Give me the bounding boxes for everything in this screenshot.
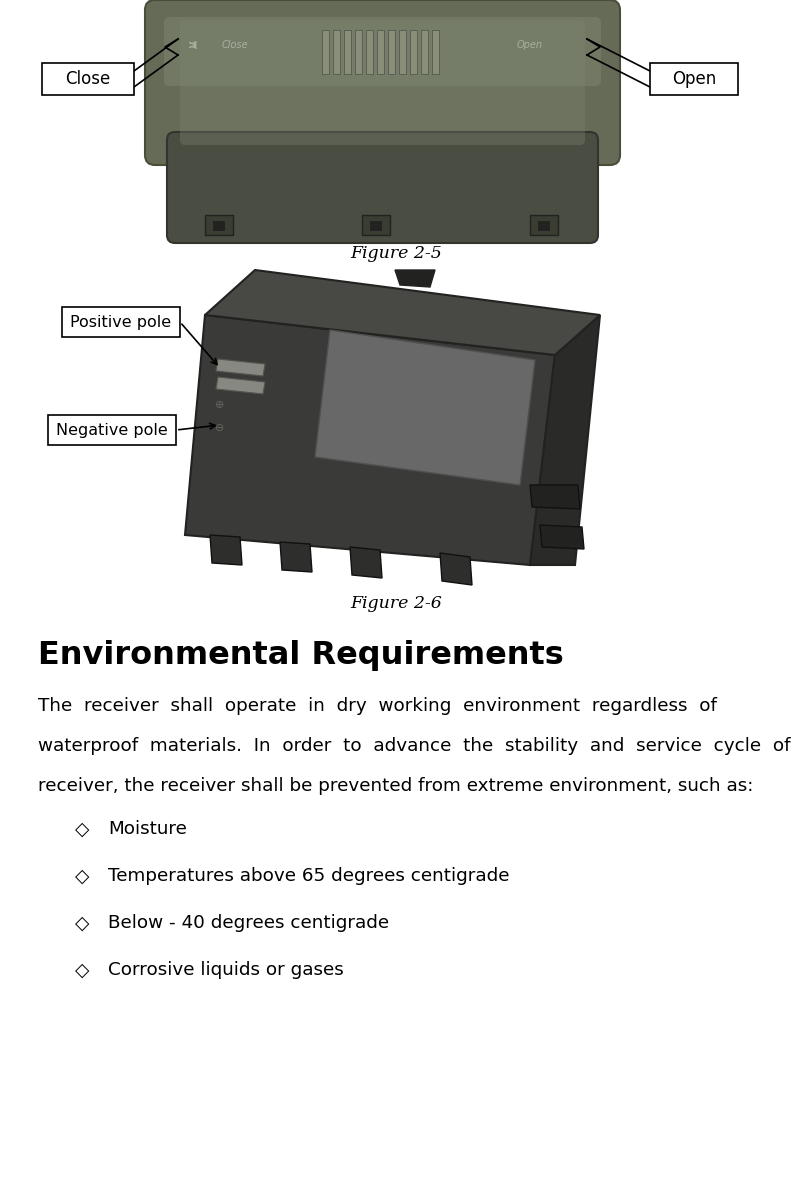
- Polygon shape: [395, 270, 435, 287]
- Text: Close: Close: [222, 40, 248, 50]
- Polygon shape: [350, 547, 382, 578]
- Text: Negative pole: Negative pole: [56, 423, 168, 437]
- FancyBboxPatch shape: [650, 63, 738, 95]
- Polygon shape: [315, 329, 535, 485]
- Text: ⊖: ⊖: [216, 423, 224, 433]
- Text: Temperatures above 65 degrees centigrade: Temperatures above 65 degrees centigrade: [108, 867, 509, 885]
- FancyBboxPatch shape: [48, 415, 176, 446]
- Polygon shape: [210, 534, 242, 565]
- Text: ◇: ◇: [75, 961, 89, 980]
- Bar: [410, 30, 417, 73]
- Polygon shape: [530, 315, 600, 565]
- FancyBboxPatch shape: [62, 307, 180, 337]
- Bar: [530, 214, 558, 235]
- Bar: [344, 30, 351, 73]
- Text: Figure 2-6: Figure 2-6: [351, 595, 442, 611]
- Text: Below - 40 degrees centigrade: Below - 40 degrees centigrade: [108, 914, 389, 931]
- Bar: [366, 30, 373, 73]
- Bar: [333, 30, 340, 73]
- Text: Moisture: Moisture: [108, 820, 187, 838]
- FancyBboxPatch shape: [164, 17, 601, 87]
- Bar: [399, 30, 406, 73]
- Text: Figure 2-5: Figure 2-5: [351, 245, 442, 262]
- Polygon shape: [530, 485, 580, 510]
- Bar: [213, 220, 225, 231]
- Bar: [362, 214, 390, 235]
- Text: receiver, the receiver shall be prevented from extreme environment, such as:: receiver, the receiver shall be prevente…: [38, 777, 753, 795]
- Polygon shape: [216, 377, 265, 393]
- Bar: [432, 30, 439, 73]
- Text: Open: Open: [672, 70, 716, 88]
- FancyBboxPatch shape: [42, 63, 134, 95]
- Polygon shape: [205, 270, 600, 356]
- Bar: [355, 30, 362, 73]
- Polygon shape: [440, 553, 472, 585]
- Text: Close: Close: [65, 70, 111, 88]
- Text: ◇: ◇: [75, 820, 89, 839]
- Bar: [377, 30, 384, 73]
- Bar: [205, 214, 233, 235]
- Bar: [538, 220, 550, 231]
- Text: Positive pole: Positive pole: [71, 314, 171, 329]
- Bar: [370, 220, 382, 231]
- FancyBboxPatch shape: [148, 0, 617, 97]
- Bar: [322, 30, 329, 73]
- Text: The  receiver  shall  operate  in  dry  working  environment  regardless  of: The receiver shall operate in dry workin…: [38, 697, 717, 715]
- Text: waterproof  materials.  In  order  to  advance  the  stability  and  service  cy: waterproof materials. In order to advanc…: [38, 737, 791, 755]
- FancyBboxPatch shape: [180, 20, 585, 145]
- Text: Environmental Requirements: Environmental Requirements: [38, 640, 564, 671]
- Text: ◇: ◇: [75, 914, 89, 933]
- FancyBboxPatch shape: [145, 0, 620, 165]
- Polygon shape: [216, 359, 265, 376]
- Polygon shape: [540, 525, 584, 549]
- Text: ⊕: ⊕: [216, 401, 224, 410]
- FancyBboxPatch shape: [167, 132, 598, 243]
- Bar: [388, 30, 395, 73]
- Text: Open: Open: [517, 40, 543, 50]
- Text: Corrosive liquids or gases: Corrosive liquids or gases: [108, 961, 343, 979]
- Polygon shape: [280, 542, 312, 572]
- Polygon shape: [185, 315, 555, 565]
- Bar: [421, 30, 428, 73]
- Text: ◇: ◇: [75, 867, 89, 886]
